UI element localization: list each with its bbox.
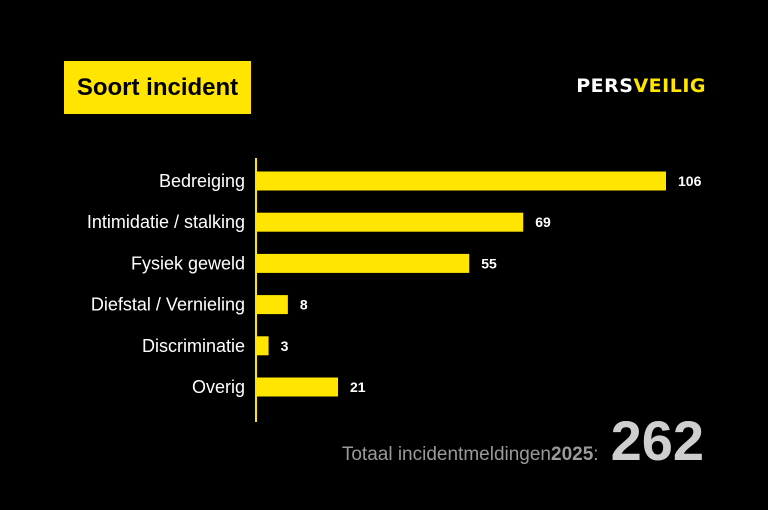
category-label: Fysiek geweld [131,253,245,273]
persveilig-logo: PERSVEILIG [576,75,706,97]
bar [257,212,524,232]
chart-title-badge: Soort incident [64,61,251,114]
chart-title: Soort incident [76,73,239,101]
category-label: Overig [192,377,245,397]
bar-value-label: 55 [481,255,497,271]
bar-value-label: 69 [535,214,551,230]
bar [257,336,269,356]
bar-value-label: 8 [300,297,308,313]
bar-value-label: 106 [678,173,702,189]
logo-text-pers: PERS [576,75,634,97]
total-label: Totaal incidentmeldingen [341,444,551,465]
bar-value-label: 3 [281,338,289,354]
total-colon: : [593,444,599,465]
category-label: Intimidatie / stalking [87,212,245,232]
total-footer: Totaal incidentmeldingen 2025 : 262 [342,408,704,478]
total-value: 262 [610,409,704,472]
logo-text-veilig: VEILIG [633,75,706,97]
bar [257,295,288,315]
bar-value-label: 21 [350,379,366,395]
category-label: Diefstal / Vernieling [91,295,245,315]
category-label: Bedreiging [159,171,245,191]
category-label: Discriminatie [142,336,245,356]
bar [257,171,666,191]
bar [257,253,470,273]
bar [257,377,339,397]
total-year: 2025 [551,444,594,465]
